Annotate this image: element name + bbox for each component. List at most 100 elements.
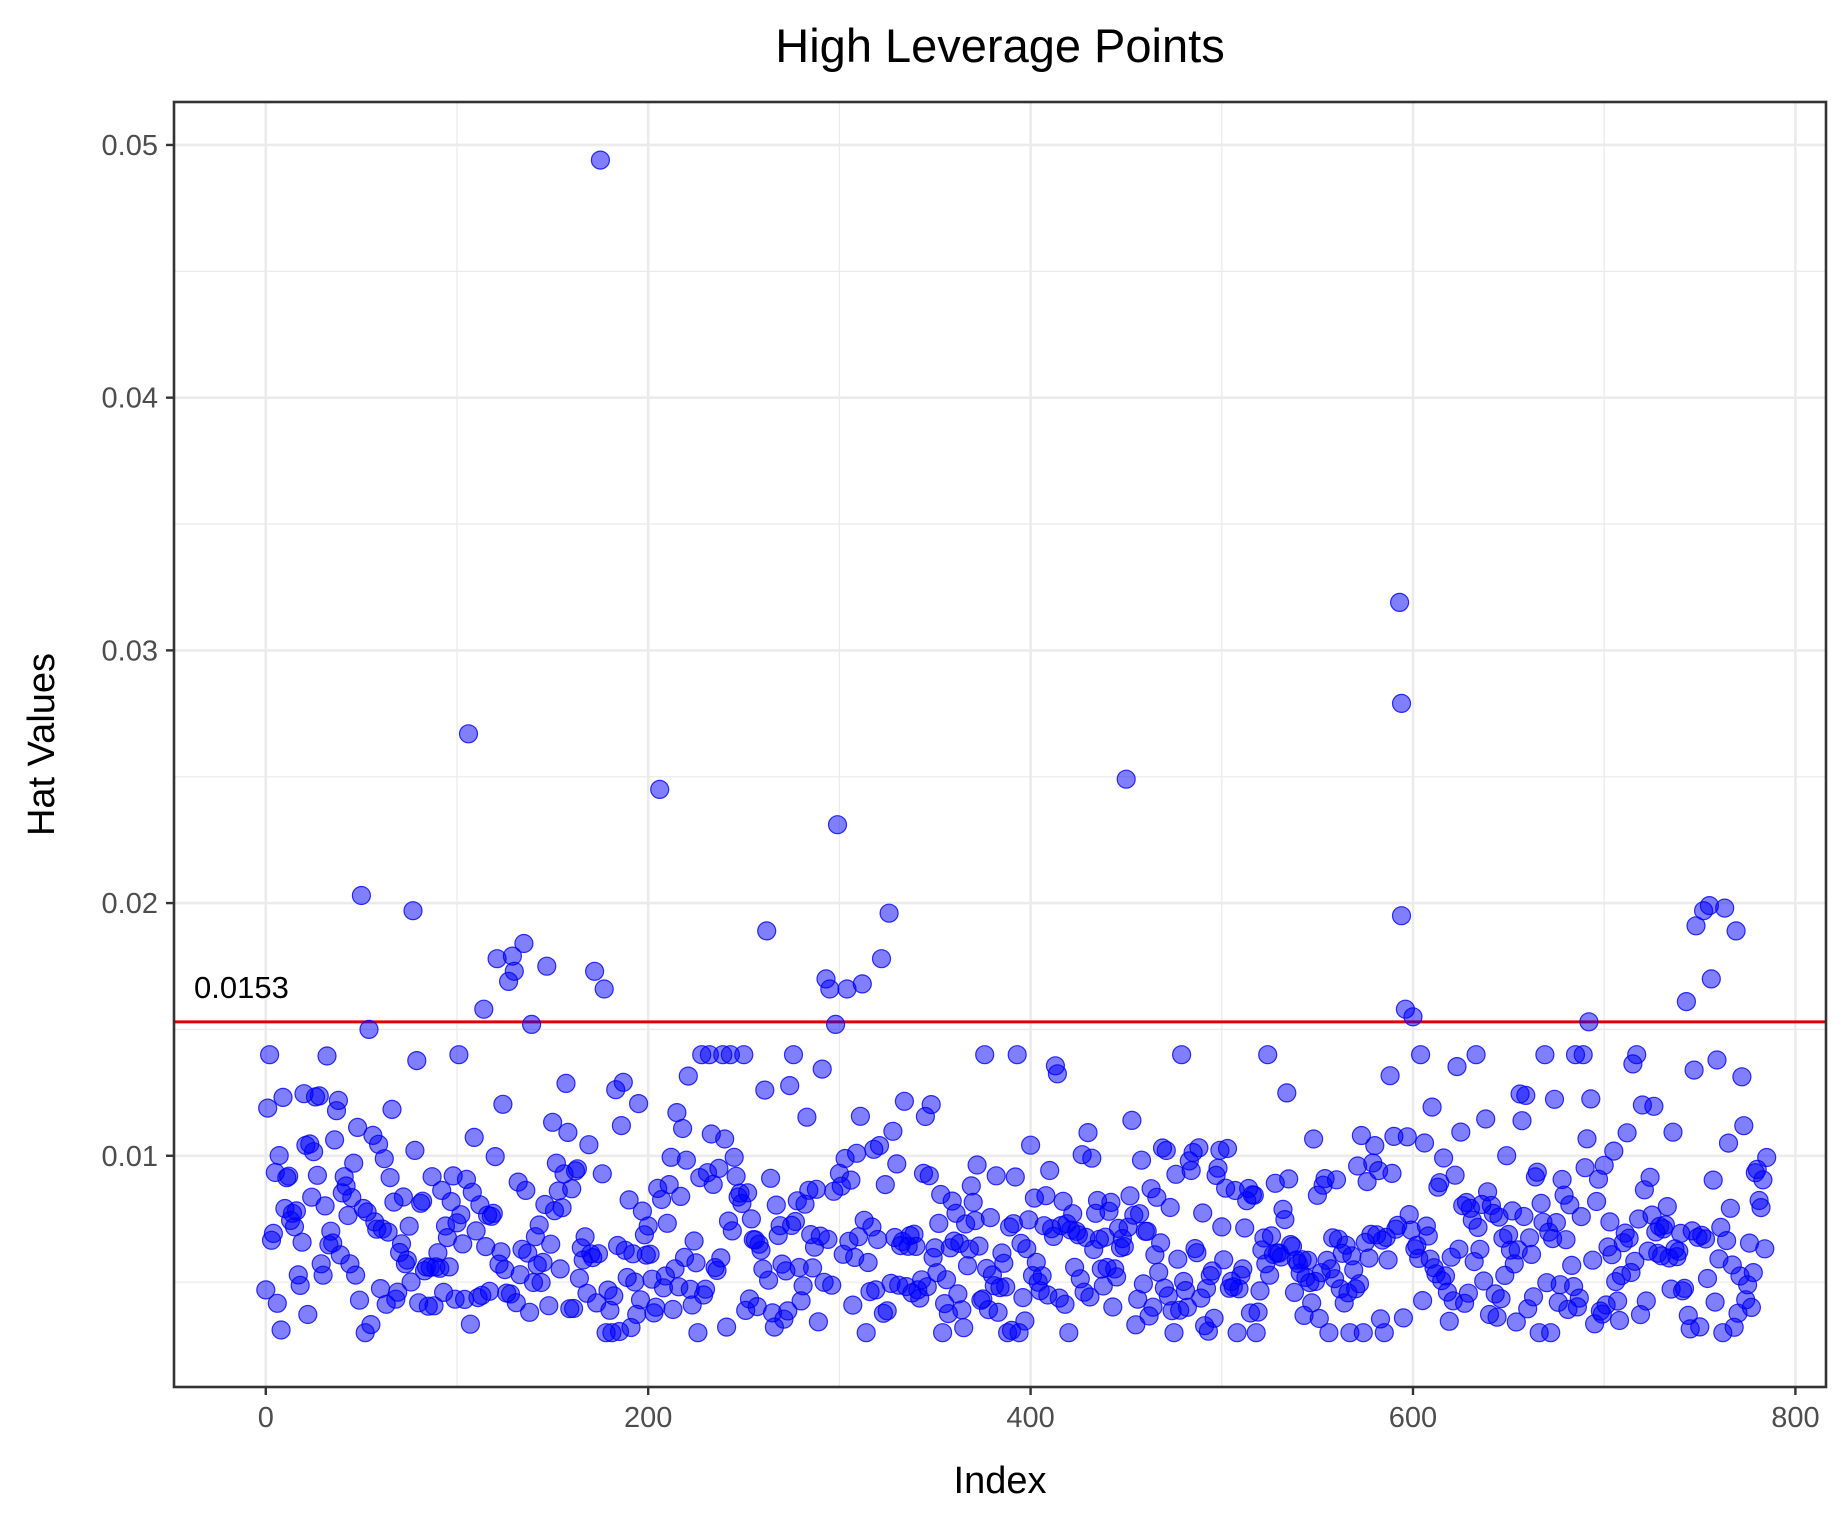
data-point xyxy=(969,1236,989,1256)
data-point xyxy=(793,1276,813,1296)
data-point xyxy=(1546,1212,1567,1233)
data-point xyxy=(1594,1155,1614,1175)
data-point xyxy=(877,1301,897,1321)
data-point xyxy=(1279,1169,1299,1189)
y-tick-label: 0.01 xyxy=(102,1141,158,1173)
data-point xyxy=(405,1140,425,1161)
x-tick-label: 400 xyxy=(1006,1402,1054,1434)
data-point xyxy=(1447,1056,1467,1077)
data-point xyxy=(1697,1268,1718,1289)
data-point xyxy=(843,1295,863,1315)
data-point xyxy=(672,1118,693,1139)
data-point xyxy=(1657,1196,1677,1217)
data-point xyxy=(267,1293,287,1313)
y-axis-title: Hat Values xyxy=(21,653,63,836)
data-point xyxy=(516,1180,536,1201)
data-point xyxy=(397,1250,417,1270)
data-point xyxy=(558,1122,578,1143)
data-point xyxy=(808,1312,829,1332)
data-point xyxy=(1389,592,1410,613)
data-point xyxy=(1309,1308,1329,1329)
data-point xyxy=(867,1229,888,1250)
data-point xyxy=(1129,1204,1150,1224)
data-point xyxy=(575,1227,595,1247)
data-point xyxy=(1476,1109,1496,1129)
data-point xyxy=(709,1158,729,1179)
data-point xyxy=(651,1189,672,1210)
data-point xyxy=(541,1234,561,1254)
data-point xyxy=(1695,1229,1716,1249)
plot-panel-border xyxy=(172,100,1828,1389)
chart-title: High Leverage Points xyxy=(775,19,1224,72)
data-point xyxy=(1261,1226,1282,1246)
data-point xyxy=(1303,1129,1324,1149)
data-point xyxy=(1676,991,1697,1012)
data-point xyxy=(1715,898,1735,918)
data-point xyxy=(737,1183,758,1203)
data-point xyxy=(957,1256,978,1276)
data-point xyxy=(1005,1167,1025,1187)
data-point xyxy=(464,1127,484,1148)
data-point xyxy=(1640,1167,1660,1187)
data-point xyxy=(382,1099,402,1120)
data-point xyxy=(1535,1045,1555,1065)
points-layer xyxy=(256,150,1777,1343)
data-point xyxy=(351,885,371,906)
data-point xyxy=(298,1304,318,1325)
data-point xyxy=(695,1279,716,1299)
data-point xyxy=(1246,1323,1266,1343)
data-point xyxy=(711,1248,731,1268)
data-point xyxy=(1743,1262,1763,1283)
data-point xyxy=(521,1014,542,1035)
data-point xyxy=(424,1296,444,1316)
data-point xyxy=(1609,1310,1630,1331)
data-point xyxy=(1063,1204,1083,1224)
data-point xyxy=(778,1301,798,1321)
data-point xyxy=(1705,1292,1725,1312)
data-point xyxy=(1036,1186,1056,1206)
data-point xyxy=(1720,1198,1741,1218)
x-tick-label: 800 xyxy=(1771,1402,1819,1434)
data-point xyxy=(1707,1050,1727,1070)
data-point xyxy=(413,1191,433,1211)
data-point xyxy=(827,815,848,835)
data-point xyxy=(506,1293,526,1313)
data-point xyxy=(537,956,557,976)
data-point xyxy=(1531,1193,1551,1214)
y-tick-label: 0.02 xyxy=(102,888,158,920)
data-point xyxy=(1093,1276,1113,1296)
data-point xyxy=(1106,1267,1127,1287)
data-point xyxy=(780,1075,800,1096)
data-point xyxy=(663,1299,683,1320)
data-point xyxy=(659,1174,679,1195)
data-point xyxy=(1227,1323,1247,1343)
data-point xyxy=(758,1270,779,1290)
data-point xyxy=(1410,1045,1431,1065)
data-point xyxy=(1569,1288,1589,1308)
data-point xyxy=(1693,901,1714,921)
data-point xyxy=(1757,1147,1777,1168)
data-point xyxy=(453,1234,473,1254)
data-point xyxy=(1150,1233,1171,1253)
data-point xyxy=(258,1098,278,1118)
data-point xyxy=(458,724,479,744)
data-point xyxy=(1487,1307,1507,1327)
data-point xyxy=(1078,1122,1098,1143)
data-point xyxy=(374,1149,394,1169)
data-point xyxy=(260,1045,280,1065)
data-point xyxy=(716,1317,737,1337)
data-point xyxy=(1571,1206,1591,1227)
data-point xyxy=(825,1014,846,1035)
data-point xyxy=(741,1209,762,1229)
data-point xyxy=(1732,1067,1752,1087)
data-point xyxy=(734,1045,754,1065)
data-point xyxy=(1202,1261,1222,1281)
data-point xyxy=(875,1174,895,1195)
data-point xyxy=(401,1272,421,1292)
threshold-label: 0.0153 xyxy=(194,970,289,1005)
data-point xyxy=(479,1281,500,1301)
data-point xyxy=(1143,1297,1163,1317)
data-point xyxy=(441,1191,461,1212)
data-point xyxy=(1514,1206,1534,1227)
